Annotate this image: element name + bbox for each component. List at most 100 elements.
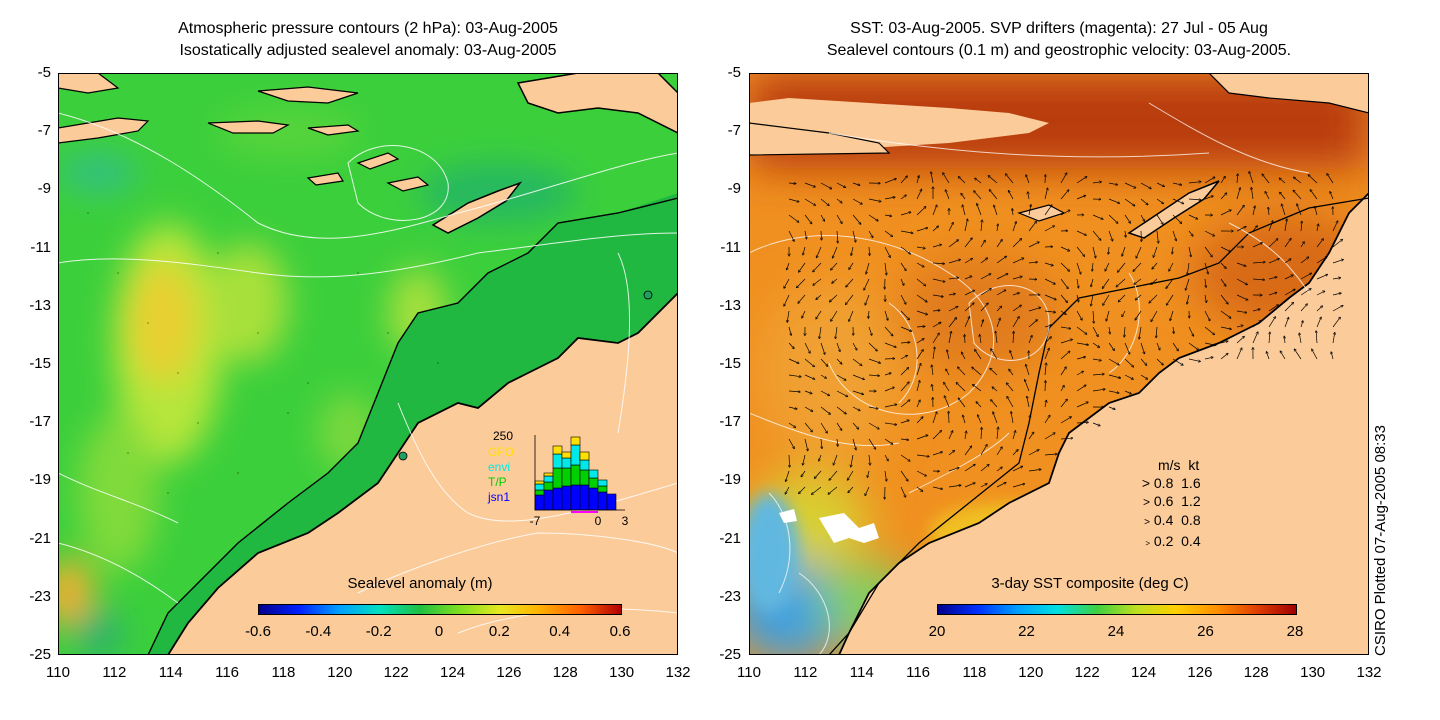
altimeter-histogram: -7 0 3 xyxy=(530,435,629,528)
velocity-vector xyxy=(1045,363,1046,376)
velocity-vector xyxy=(804,438,808,451)
velocity-vector xyxy=(900,310,909,320)
velocity-vector xyxy=(948,307,958,312)
velocity-vector xyxy=(1237,174,1238,184)
velocity-vector xyxy=(1060,417,1071,424)
velocity-vector xyxy=(1124,342,1130,354)
velocity-vector xyxy=(1236,310,1246,313)
velocity-vector xyxy=(1308,175,1318,184)
velocity-vector xyxy=(932,226,938,232)
velocity-vector xyxy=(964,446,971,456)
velocity-vector xyxy=(1156,326,1157,337)
velocity-vector xyxy=(804,358,814,367)
velocity-vector xyxy=(980,303,988,312)
velocity-vector xyxy=(900,278,904,285)
velocity-vector xyxy=(932,310,940,311)
velocity-vector xyxy=(964,290,974,296)
velocity-vector xyxy=(836,422,842,430)
velocity-vector xyxy=(965,431,966,440)
velocity-vector xyxy=(804,230,806,239)
velocity-vector xyxy=(1060,210,1070,216)
velocity-vector xyxy=(1220,262,1226,268)
velocity-vector xyxy=(1332,278,1340,279)
velocity-vector xyxy=(948,278,958,279)
inset-legend-item: envi xyxy=(488,460,511,474)
velocity-vector xyxy=(1152,262,1158,269)
inset-legend-item: GFO xyxy=(488,445,514,459)
velocity-vector xyxy=(1188,358,1200,361)
velocity-vector xyxy=(1204,196,1213,200)
velocity-vector xyxy=(1156,230,1158,243)
colorbar-tick: 20 xyxy=(928,623,946,640)
velocity-vector xyxy=(820,358,828,366)
histogram-axes xyxy=(534,435,625,511)
velocity-vector xyxy=(788,326,791,335)
histogram-bar-gfo xyxy=(561,451,572,459)
velocity-vector xyxy=(1173,326,1174,333)
velocity-vector xyxy=(1060,399,1067,408)
sst-map xyxy=(749,73,1369,655)
velocity-vector xyxy=(932,385,933,392)
histogram-bar-envi xyxy=(543,475,554,483)
velocity-vector xyxy=(869,454,870,465)
lon-tick: 110 xyxy=(46,664,70,681)
velocity-vector xyxy=(1204,310,1210,321)
velocity-vector xyxy=(1060,294,1067,302)
velocity-arrow-icon: > xyxy=(1141,475,1150,491)
australia-land-left xyxy=(168,293,678,655)
velocity-vector xyxy=(1172,198,1183,204)
velocity-vector xyxy=(1118,262,1126,272)
velocity-vector xyxy=(1076,230,1086,235)
velocity-vector xyxy=(959,177,966,184)
velocity-vector xyxy=(1252,262,1265,263)
velocity-vector xyxy=(1301,221,1302,232)
velocity-vector xyxy=(916,207,926,216)
velocity-vector xyxy=(1124,374,1133,379)
histogram-bar-gfo xyxy=(543,472,554,477)
histogram-bar-tp xyxy=(543,481,554,491)
velocity-vector xyxy=(788,438,794,448)
right-title-line2: Sealevel contours (0.1 m) and geostrophi… xyxy=(826,42,1292,59)
velocity-ms: 0.8 xyxy=(1153,475,1174,491)
velocity-vector xyxy=(994,205,998,216)
velocity-vector xyxy=(1092,214,1103,219)
velocity-vector xyxy=(916,189,922,200)
velocity-vector xyxy=(1156,342,1160,350)
velocity-vector xyxy=(1284,318,1289,328)
velocity-vector xyxy=(964,464,975,472)
velocity-vector xyxy=(1220,294,1228,304)
velocity-vector xyxy=(1284,303,1293,312)
histogram-bar-tp xyxy=(579,469,590,486)
velocity-arrow-icon: > xyxy=(1142,495,1150,509)
velocity-vector xyxy=(852,390,863,394)
velocity-vector xyxy=(916,262,924,267)
lat-tick: -5 xyxy=(37,64,51,81)
velocity-vector xyxy=(1076,278,1078,288)
lat-tick: -15 xyxy=(29,355,51,372)
velocity-vector xyxy=(1220,326,1231,329)
histogram-bar-envi xyxy=(588,469,599,479)
velocity-vector xyxy=(1156,182,1164,186)
velocity-vector xyxy=(980,274,991,280)
velocity-vector xyxy=(813,278,822,285)
lat-tick: -11 xyxy=(720,238,741,256)
velocity-vector xyxy=(1236,348,1242,360)
lon-tick: 128 xyxy=(1243,664,1269,681)
velocity-vector xyxy=(996,306,1001,312)
histogram-bar-envi xyxy=(552,453,563,469)
velocity-vector xyxy=(788,183,796,184)
velocity-vector xyxy=(1007,397,1014,408)
velocity-vector xyxy=(943,173,950,184)
histogram-bar-envi xyxy=(570,444,581,466)
velocity-vector xyxy=(991,349,998,360)
velocity-vector xyxy=(1220,177,1225,184)
velocity-vector xyxy=(803,246,806,255)
velocity-vector xyxy=(974,191,982,200)
velocity-vector xyxy=(1012,317,1019,328)
histogram-bar-tp xyxy=(534,489,545,496)
histogram-bar-jsn1 xyxy=(588,487,599,511)
velocity-vector xyxy=(847,470,854,480)
velocity-vector xyxy=(1316,331,1317,344)
lat-tick: -19 xyxy=(29,471,51,489)
velocity-vector xyxy=(1092,246,1096,258)
